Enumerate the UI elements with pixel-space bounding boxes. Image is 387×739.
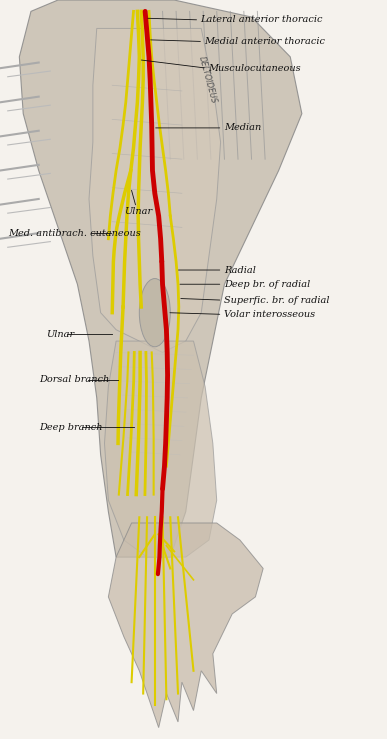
PathPatch shape — [104, 341, 217, 557]
Text: Med. antibrach. cutaneous: Med. antibrach. cutaneous — [8, 228, 140, 237]
Text: Deep br. of radial: Deep br. of radial — [224, 280, 310, 289]
Text: DELTOIDEUS: DELTOIDEUS — [197, 55, 217, 104]
Text: Volar interosseous: Volar interosseous — [224, 310, 315, 319]
Text: Ulnar: Ulnar — [46, 330, 75, 338]
Text: Musculocutaneous: Musculocutaneous — [208, 64, 301, 72]
Text: Deep branch: Deep branch — [39, 423, 102, 432]
Text: Radial: Radial — [224, 265, 255, 274]
Text: Superfic. br. of radial: Superfic. br. of radial — [224, 296, 329, 304]
Text: Medial anterior thoracic: Medial anterior thoracic — [204, 37, 325, 46]
Text: Dorsal branch: Dorsal branch — [39, 375, 109, 384]
PathPatch shape — [89, 28, 221, 353]
PathPatch shape — [108, 523, 263, 728]
PathPatch shape — [19, 0, 302, 557]
Text: Lateral anterior thoracic: Lateral anterior thoracic — [200, 16, 323, 24]
Ellipse shape — [139, 279, 170, 347]
Text: Ulnar: Ulnar — [124, 207, 152, 216]
Text: Median: Median — [224, 123, 261, 132]
